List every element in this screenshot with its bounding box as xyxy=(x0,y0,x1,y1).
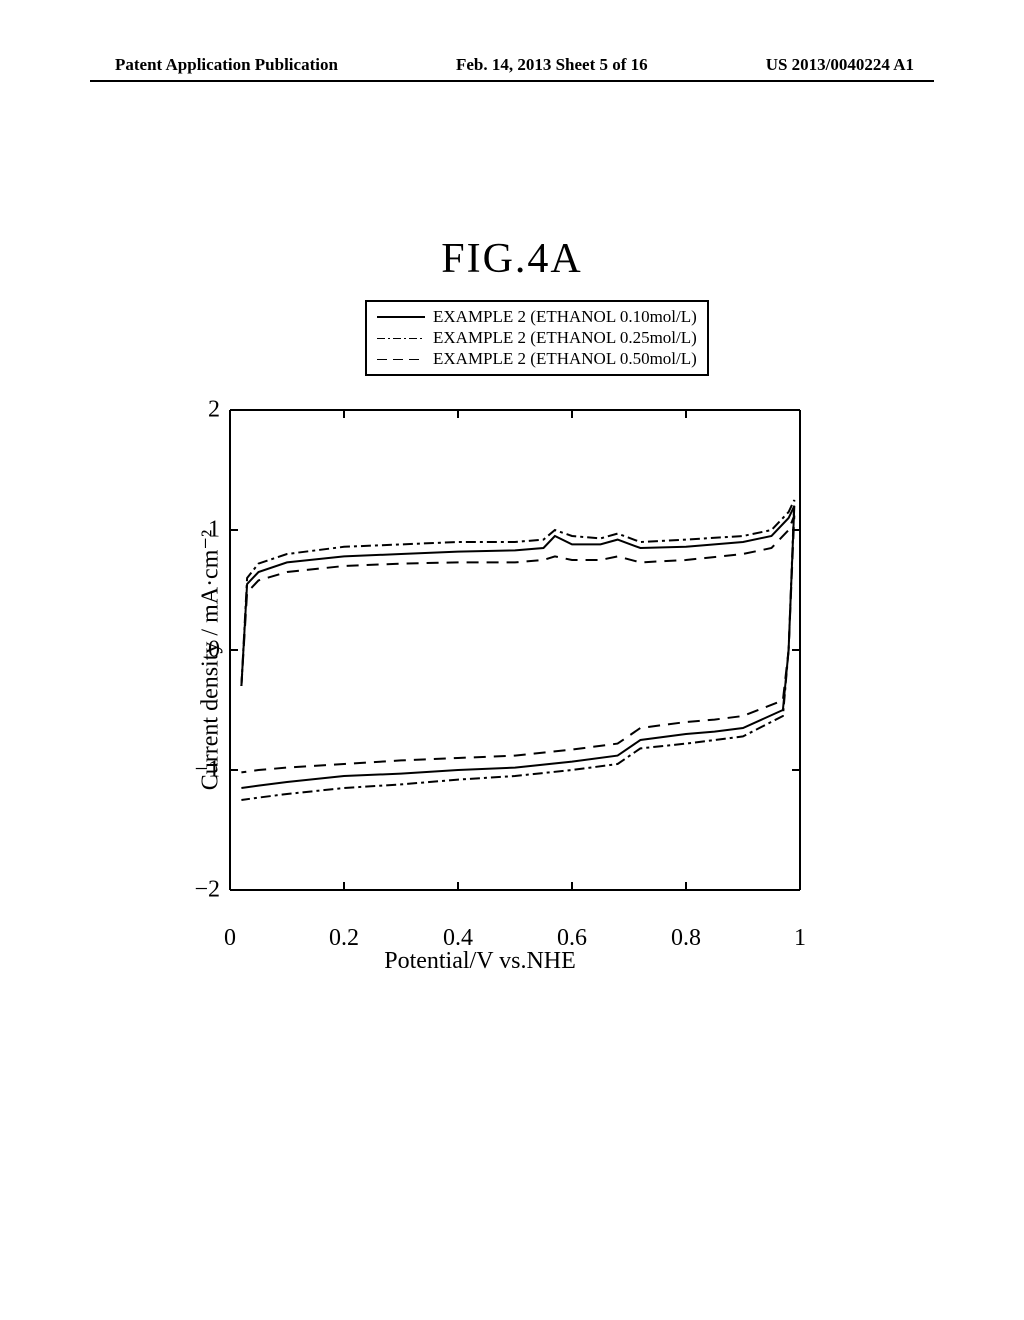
x-tick-label: 0.6 xyxy=(557,925,587,952)
legend-item: EXAMPLE 2 (ETHANOL 0.25mol/L) xyxy=(377,328,697,348)
header-left: Patent Application Publication xyxy=(115,55,338,75)
x-tick-label: 0.2 xyxy=(329,925,359,952)
x-tick-label: 1 xyxy=(794,925,806,952)
y-tick-label: −1 xyxy=(194,757,220,784)
legend-item: EXAMPLE 2 (ETHANOL 0.10mol/L) xyxy=(377,307,697,327)
legend-label: EXAMPLE 2 (ETHANOL 0.10mol/L) xyxy=(433,307,697,327)
y-tick-label: 0 xyxy=(208,637,220,664)
chart-container: Current density / mA·cm⁻² Potential/V vs… xyxy=(130,400,830,920)
x-tick-label: 0.4 xyxy=(443,925,473,952)
y-tick-label: 1 xyxy=(208,517,220,544)
x-tick-label: 0 xyxy=(224,925,236,952)
legend-item: EXAMPLE 2 (ETHANOL 0.50mol/L) xyxy=(377,349,697,369)
chart-svg xyxy=(130,400,830,920)
header-center: Feb. 14, 2013 Sheet 5 of 16 xyxy=(456,55,648,75)
y-tick-label: 2 xyxy=(208,397,220,424)
header-right: US 2013/0040224 A1 xyxy=(766,55,914,75)
legend-line-dashdot xyxy=(377,337,425,339)
figure-title: FIG.4A xyxy=(441,235,583,283)
x-axis-label: Potential/V vs.NHE xyxy=(384,948,576,975)
legend-line-dash xyxy=(377,358,425,360)
header-divider xyxy=(90,80,934,82)
chart-legend: EXAMPLE 2 (ETHANOL 0.10mol/L) EXAMPLE 2 … xyxy=(365,300,709,376)
patent-header: Patent Application Publication Feb. 14, … xyxy=(0,55,1024,75)
legend-label: EXAMPLE 2 (ETHANOL 0.25mol/L) xyxy=(433,328,697,348)
y-tick-label: −2 xyxy=(194,877,220,904)
legend-line-solid xyxy=(377,316,425,318)
legend-label: EXAMPLE 2 (ETHANOL 0.50mol/L) xyxy=(433,349,697,369)
x-tick-label: 0.8 xyxy=(671,925,701,952)
